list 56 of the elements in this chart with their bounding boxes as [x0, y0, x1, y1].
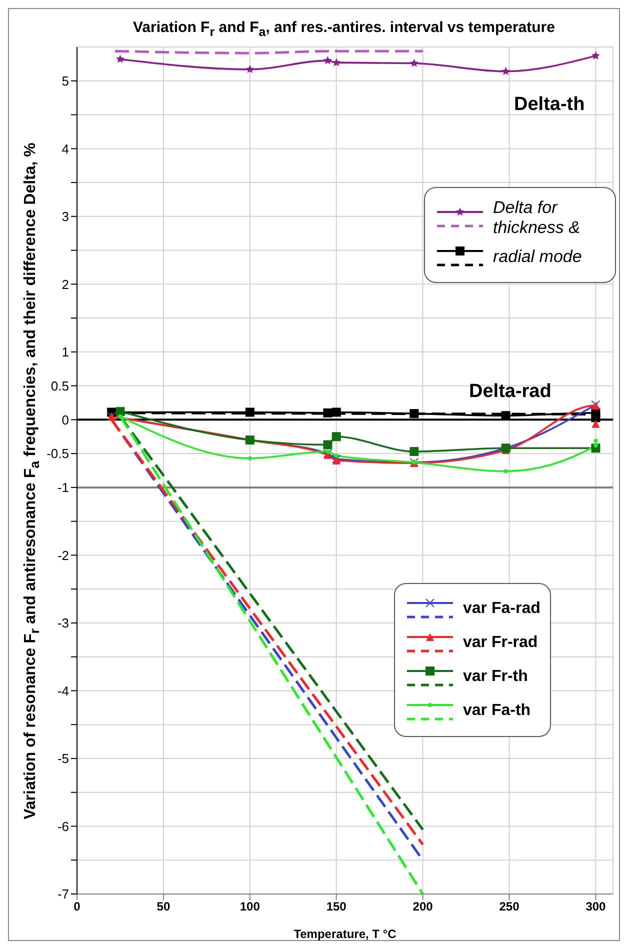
- point: [323, 56, 332, 64]
- legend-label: var Fa-th: [463, 702, 532, 720]
- y-tick-label: -7: [57, 886, 69, 902]
- annotation: Delta-th: [514, 94, 585, 116]
- annotation: Delta-rad: [469, 381, 552, 403]
- y-tick-label: -2: [57, 548, 69, 563]
- point: [592, 420, 600, 428]
- chart-title: Variation F$_{r}$ and F$_{a}$, anf res.-antires. interval vs temperature: [132, 19, 556, 39]
- legend-label: radial mode: [493, 247, 583, 267]
- point: [594, 443, 598, 448]
- y-tick-label: 2: [62, 276, 69, 292]
- y-tick-label: -4: [57, 683, 69, 698]
- y-tick-label: -6: [57, 818, 69, 834]
- point: [332, 432, 341, 442]
- x-tick-label: 50: [156, 900, 170, 914]
- x-tick-label: 250: [499, 900, 520, 914]
- point: [116, 407, 125, 416]
- legend-label: var Fr-th: [463, 668, 529, 686]
- point: [410, 58, 418, 67]
- legend-label: Delta for thickness &: [493, 198, 581, 238]
- point: [323, 408, 332, 418]
- x-tick-label: 100: [240, 900, 260, 914]
- point: [116, 54, 125, 63]
- point: [334, 454, 338, 458]
- y-tick-label: 3: [62, 209, 69, 224]
- y-tick-label: 1: [62, 344, 69, 360]
- point: [246, 64, 254, 73]
- point: [248, 456, 252, 460]
- y-tick-label: 0: [62, 412, 69, 428]
- point: [591, 413, 600, 422]
- point: [332, 58, 341, 66]
- x-tick-label: 200: [412, 900, 434, 914]
- point: [326, 449, 330, 454]
- y-tick-label: -0.5: [46, 446, 69, 462]
- x-tick-label: 0: [74, 900, 81, 914]
- y-tick-label: 5: [62, 73, 69, 88]
- x-tick-label: 300: [586, 900, 606, 914]
- point: [594, 438, 598, 443]
- point: [502, 66, 510, 76]
- x-tick-label: 150: [326, 900, 347, 914]
- point: [323, 440, 332, 450]
- y-tick-label: -1: [57, 480, 69, 496]
- point: [410, 409, 419, 418]
- y-tick-label: 0.5: [50, 378, 69, 394]
- point: [118, 414, 122, 418]
- point: [591, 51, 600, 60]
- legend-label: var Fr-rad: [463, 634, 539, 652]
- x-axis-title: Temperature, T °C: [294, 927, 397, 941]
- point: [410, 447, 419, 456]
- y-tick-label: -3: [57, 616, 69, 631]
- point: [504, 469, 508, 474]
- legend-label: var Fa-rad: [463, 600, 540, 618]
- y-tick-label: 4: [62, 141, 69, 156]
- point: [332, 408, 341, 417]
- y-tick-label: -5: [57, 751, 69, 766]
- point: [245, 408, 254, 417]
